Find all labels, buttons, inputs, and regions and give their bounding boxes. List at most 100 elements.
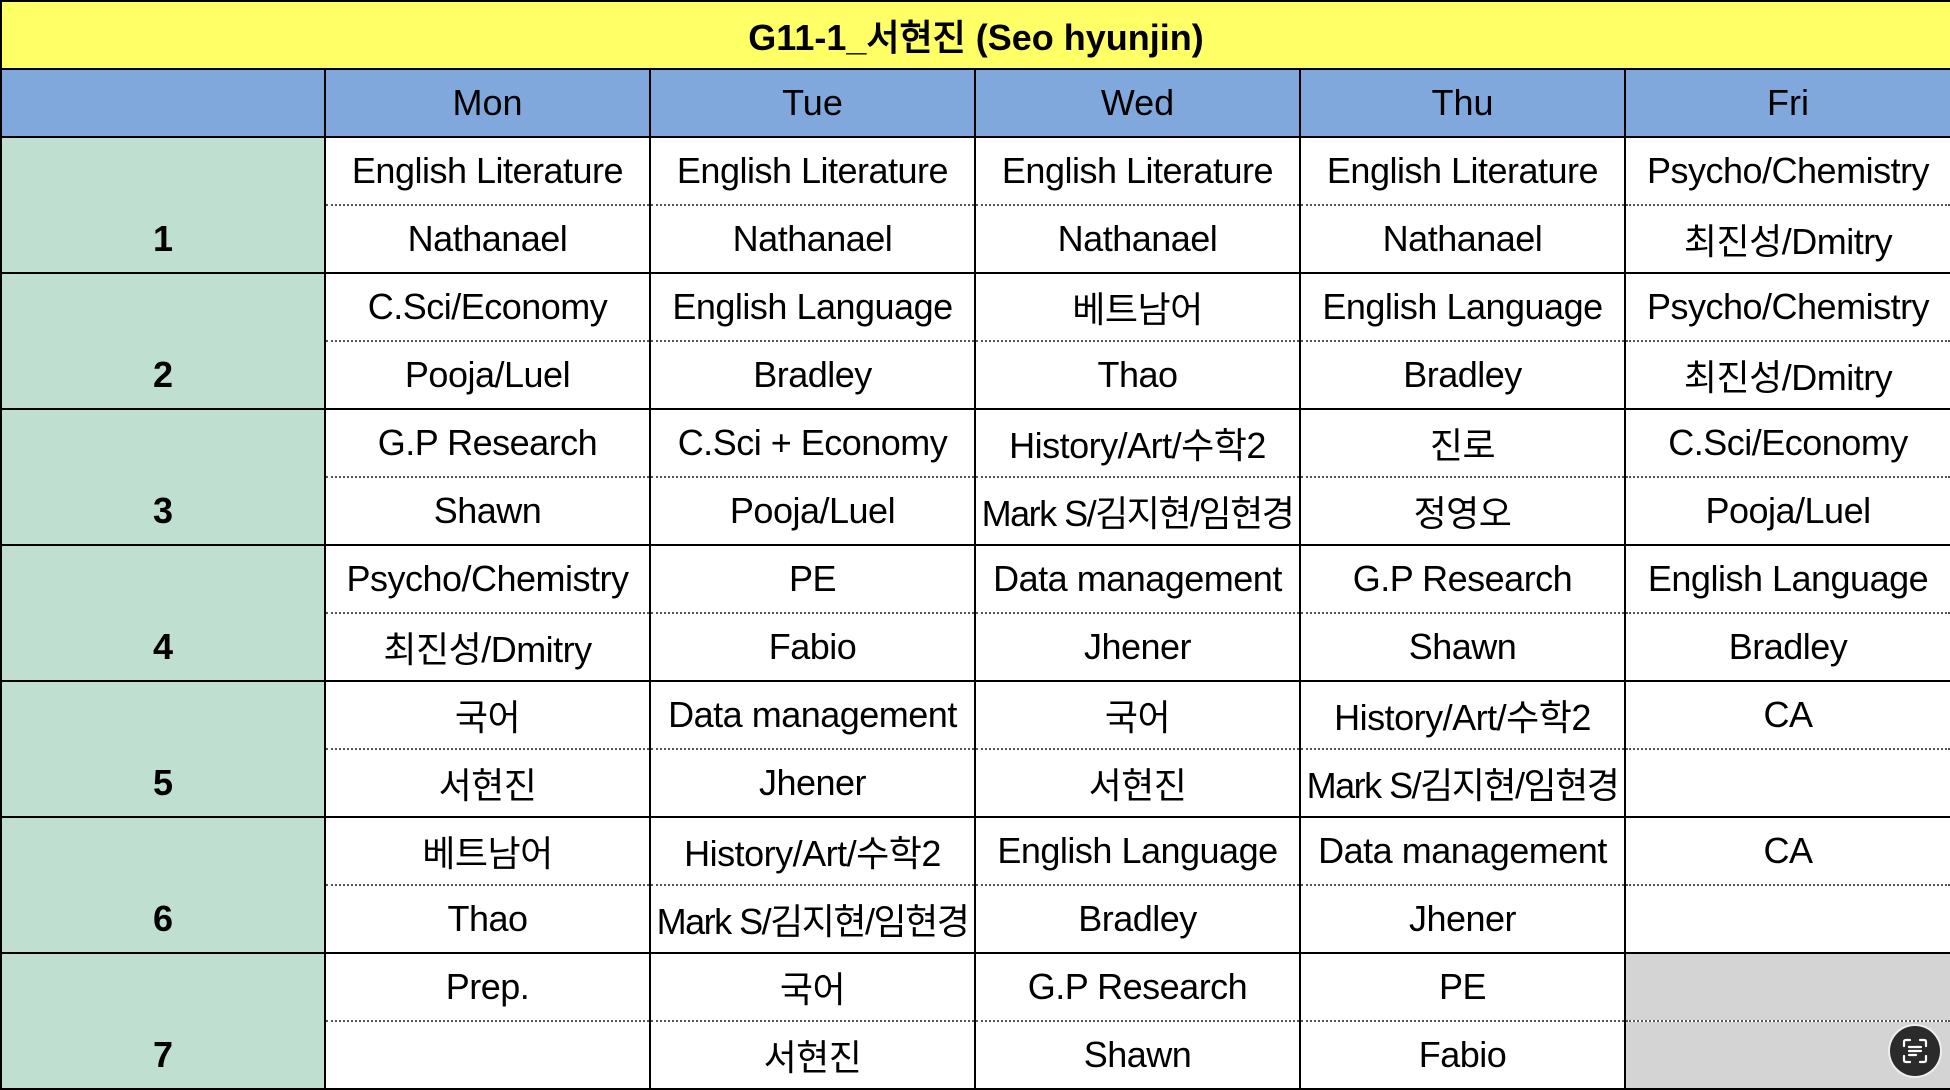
teacher-cell-mon: Thao [324,885,651,954]
teacher-cell-mon: Pooja/Luel [324,341,651,410]
subject-cell-wed: 베트남어 [974,273,1301,342]
scan-text-icon [1902,1038,1928,1064]
subject-cell-wed: English Language [974,817,1301,886]
teacher-name: Mark S/김지현/임현경 [981,493,1295,534]
teacher-name: Pooja/Luel [1705,490,1871,531]
subject-cell-tue: English Language [649,273,976,342]
subject-cell-fri: C.Sci/Economy [1623,409,1950,478]
subject-name: PE [788,558,837,599]
subject-name: English Literature [1001,150,1274,191]
subject-cell-thu: PE [1299,953,1626,1022]
subject-name: History/Art/수학2 [1334,697,1591,738]
period-3-subject-row: 3 G.P Research C.Sci + Economy History/Art/… [0,409,1950,546]
teacher-cell-thu: Shawn [1299,613,1626,682]
teacher-name: Mark S/김지현/임현경 [1306,765,1620,806]
period-number: 6 [0,817,326,954]
subject-cell-wed: History/Art/수학2 [974,409,1301,478]
teacher-name: Shawn [433,490,542,531]
teacher-cell-mon: 서현진 [324,749,651,818]
period-2-teacher-row: Pooja/Luel Bradley Thao Bradley 최진성/Dmitry [1,341,1950,410]
subject-name: C.Sci/Economy [1668,422,1908,463]
teacher-name: Thao [1097,354,1178,395]
teacher-cell-fri: 최진성/Dmitry [1623,341,1950,410]
scan-text-button[interactable] [1890,1026,1940,1076]
teacher-name: 최진성/Dmitry [1683,221,1893,262]
subject-name: English Language [672,286,953,327]
subject-cell-thu: Data management [1299,817,1626,886]
subject-name: C.Sci/Economy [367,286,608,327]
page-title: G11-1_서현진 (Seo hyunjin) [0,0,1950,70]
subject-name: CA [1763,694,1814,735]
subject-cell-mon: 베트남어 [324,817,651,886]
subject-name: Data management [993,558,1282,599]
teacher-cell-tue: Jhener [649,749,976,818]
subject-name: Data management [1318,830,1607,871]
corner-header-cell [0,68,326,138]
subject-name: 국어 [454,697,521,738]
period-number: 2 [0,273,326,410]
subject-cell-wed: G.P Research [974,953,1301,1022]
period-1-subject-row: 1 English Literature English Literature Eng… [0,137,1950,274]
subject-cell-tue: 국어 [649,953,976,1022]
teacher-cell-fri: 최진성/Dmitry [1623,205,1950,274]
teacher-name: 최진성/Dmitry [1683,357,1893,398]
subject-cell-fri [1623,953,1950,1022]
subject-name: Prep. [445,966,530,1007]
teacher-name: Fabio [1418,1034,1507,1075]
subject-cell-tue: History/Art/수학2 [649,817,976,886]
subject-cell-tue: Data management [649,681,976,750]
teacher-name: Nathanael [407,218,568,259]
subject-cell-mon: 국어 [324,681,651,750]
subject-name: English Language [1322,286,1603,327]
title-row: G11-1_서현진 (Seo hyunjin) [0,0,1950,70]
subject-cell-thu: 진로 [1299,409,1626,478]
teacher-cell-thu: Jhener [1299,885,1626,954]
teacher-cell-mon: Nathanael [324,205,651,274]
period-2-subject-row: 2 C.Sci/Economy English Language 베트남어 Englis… [0,273,1950,410]
teacher-name: Bradley [1403,354,1522,395]
subject-name: English Literature [1326,150,1599,191]
teacher-cell-wed: Shawn [974,1021,1301,1090]
subject-cell-wed: Data management [974,545,1301,614]
teacher-name: Pooja/Luel [729,490,896,531]
subject-cell-thu: G.P Research [1299,545,1626,614]
teacher-cell-thu: Nathanael [1299,205,1626,274]
subject-cell-mon: English Literature [324,137,651,206]
teacher-cell-wed: Thao [974,341,1301,410]
period-number: 4 [0,545,326,682]
period-6-teacher-row: Thao Mark S/김지현/임현경 Bradley Jhener [1,885,1950,954]
subject-name: English Language [997,830,1278,871]
subject-name: Data management [668,694,957,735]
day-header-row: Mon Tue Wed Thu Fri [0,68,1950,138]
subject-name: C.Sci + Economy [677,422,948,463]
period-6-subject-row: 6 베트남어 History/Art/수학2 English Language Data… [0,817,1950,954]
teacher-name: Nathanael [732,218,893,259]
subject-cell-wed: English Literature [974,137,1301,206]
teacher-cell-wed: Nathanael [974,205,1301,274]
teacher-cell-tue: Bradley [649,341,976,410]
subject-name: Psycho/Chemistry [1646,150,1930,191]
teacher-cell-tue: Fabio [649,613,976,682]
subject-name: English Literature [676,150,949,191]
period-number: 3 [0,409,326,546]
subject-name: 진로 [1429,425,1496,466]
teacher-cell-fri: Bradley [1623,613,1950,682]
subject-name: Psycho/Chemistry [1646,286,1930,327]
teacher-cell-tue: 서현진 [649,1021,976,1090]
subject-name: 국어 [779,969,846,1010]
subject-name: G.P Research [1027,966,1248,1007]
teacher-cell-mon [324,1021,651,1090]
teacher-cell-wed: Bradley [974,885,1301,954]
subject-cell-fri: English Language [1623,545,1950,614]
subject-name: CA [1763,830,1814,871]
subject-cell-mon: C.Sci/Economy [324,273,651,342]
subject-cell-tue: PE [649,545,976,614]
period-3-teacher-row: Shawn Pooja/Luel Mark S/김지현/임현경 정영오 Pooja/Lu… [1,477,1950,546]
period-4-teacher-row: 최진성/Dmitry Fabio Jhener Shawn Bradley [1,613,1950,682]
teacher-cell-wed: Mark S/김지현/임현경 [974,477,1301,546]
teacher-cell-tue: Pooja/Luel [649,477,976,546]
teacher-name: 정영오 [1413,493,1512,534]
subject-name: English Literature [351,150,624,191]
teacher-cell-thu: Bradley [1299,341,1626,410]
subject-cell-fri: Psycho/Chemistry [1623,137,1950,206]
